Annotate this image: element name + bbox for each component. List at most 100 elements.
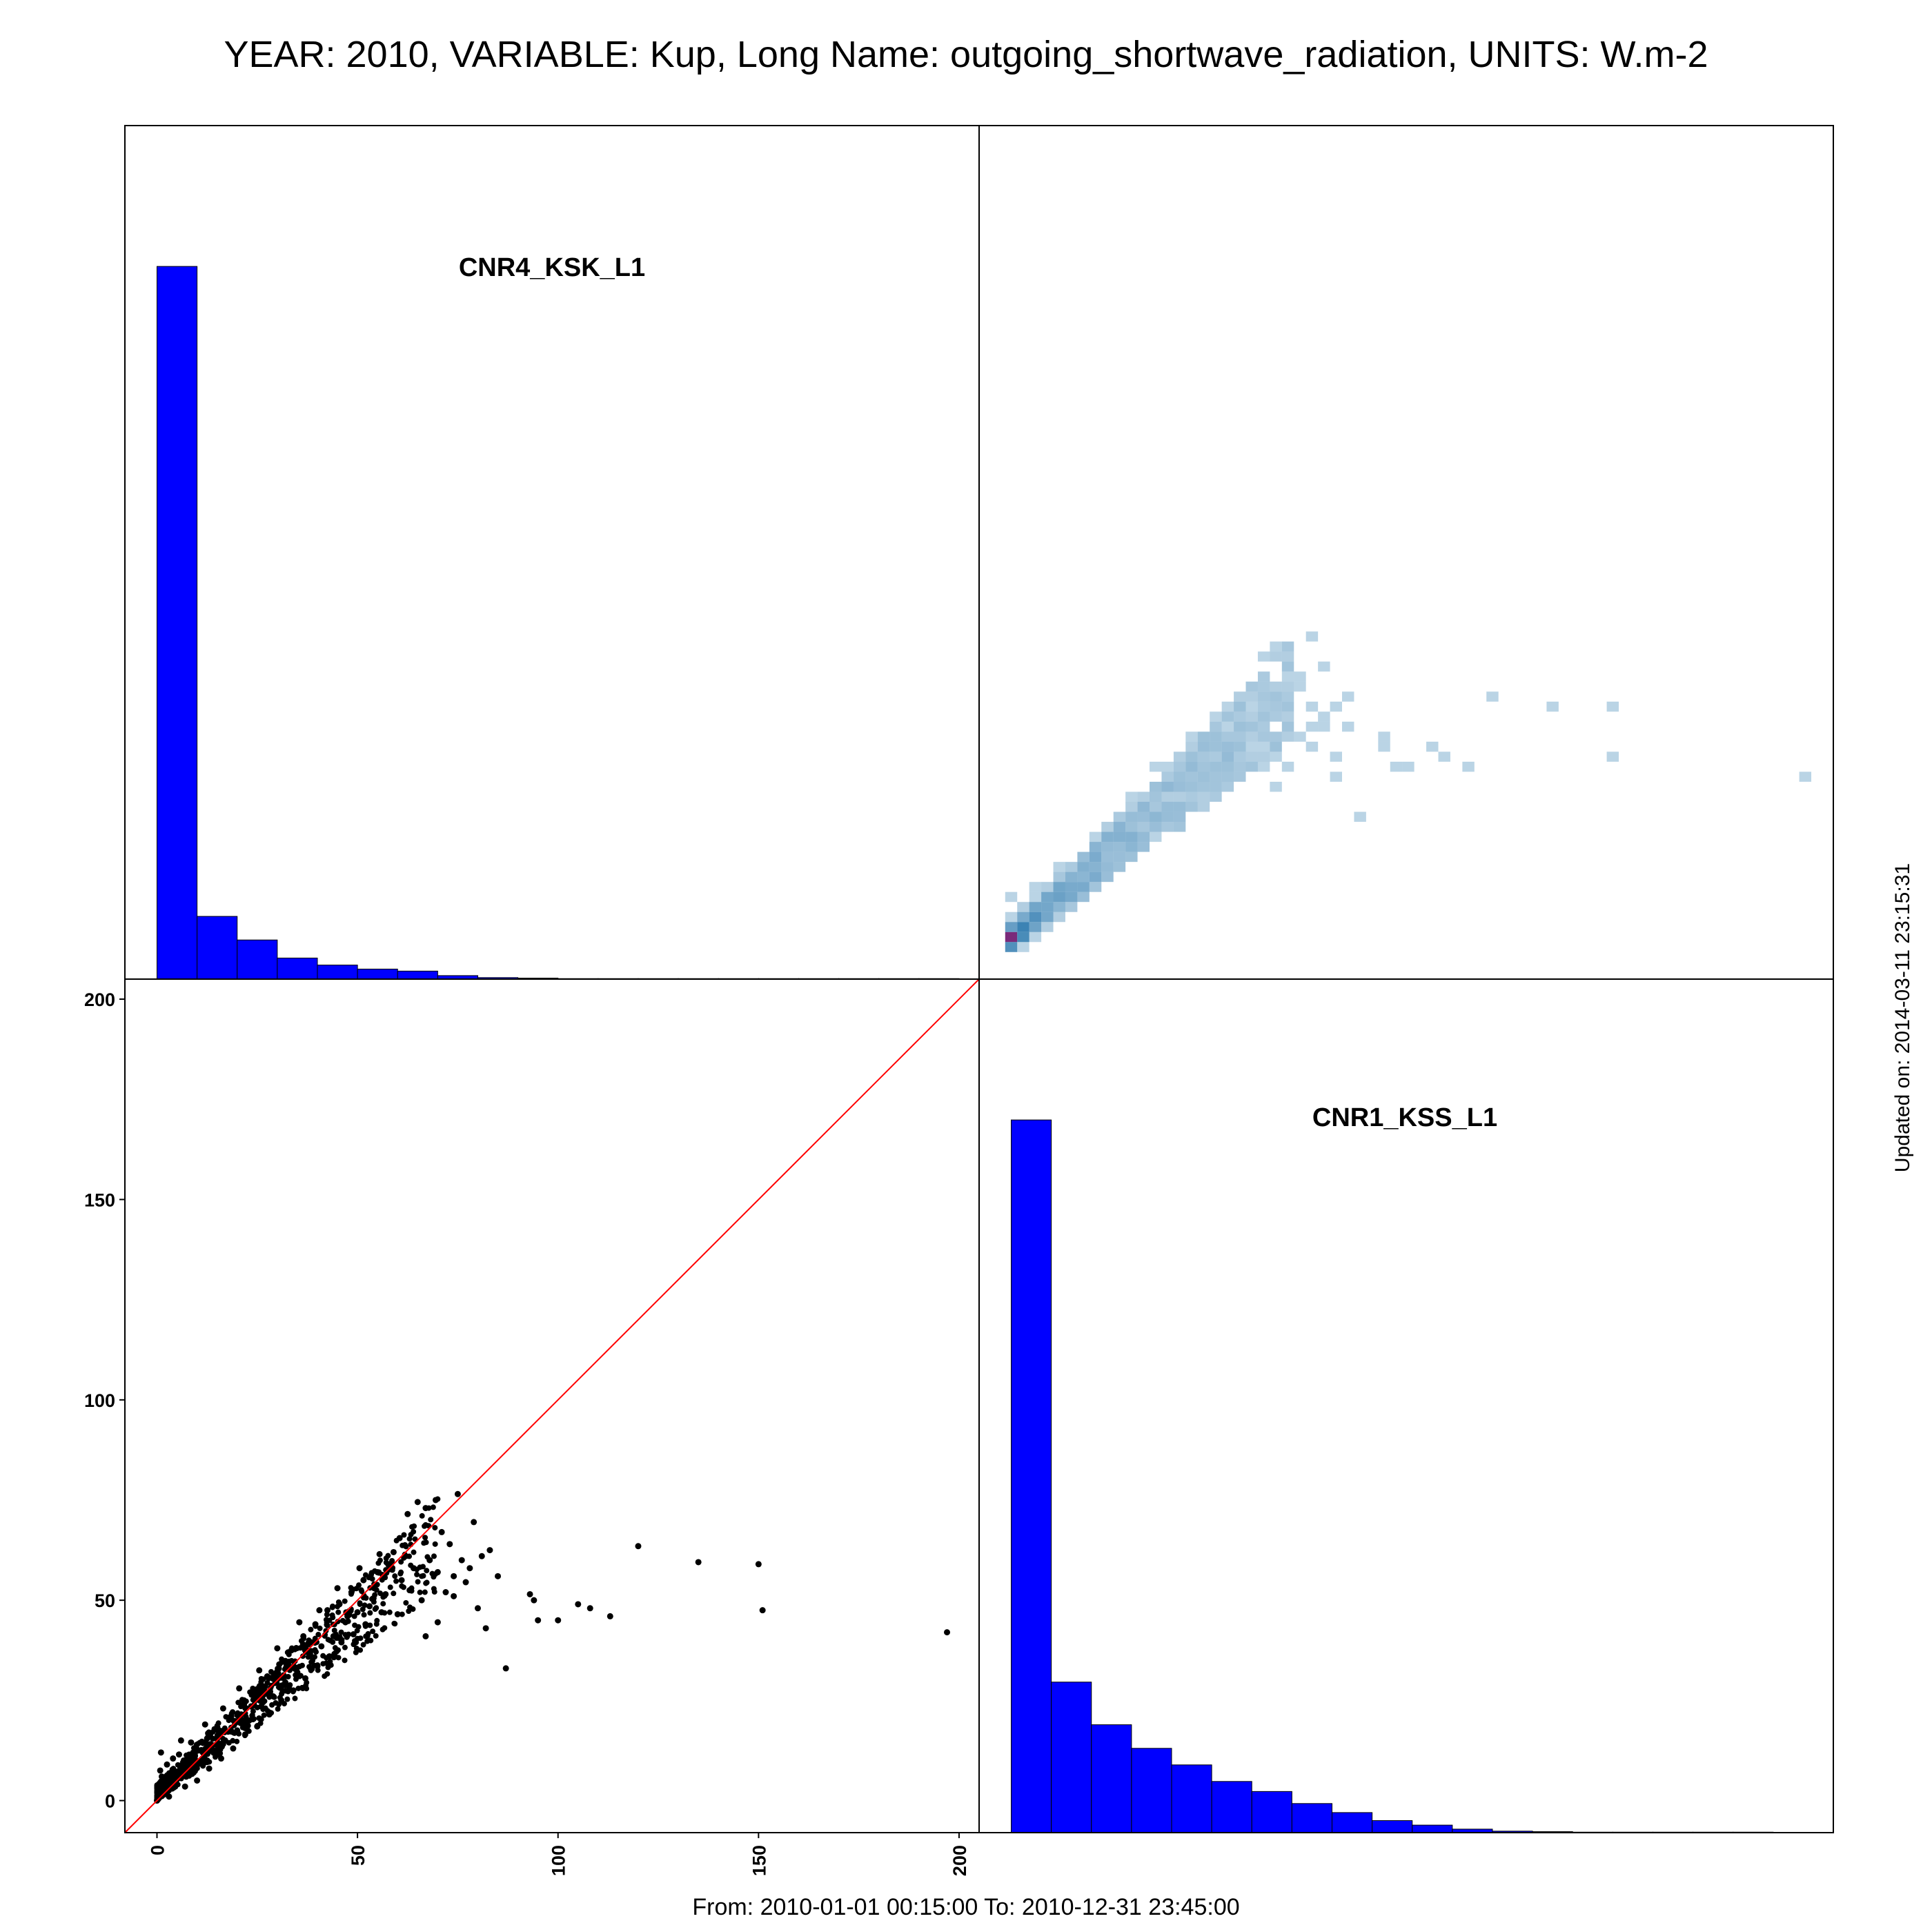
scatter-point xyxy=(279,1688,286,1695)
scatter-point xyxy=(403,1544,409,1550)
density-cell xyxy=(1197,741,1210,752)
scatter-point xyxy=(398,1559,404,1565)
scatter-point xyxy=(486,1547,493,1554)
density-cell xyxy=(1257,751,1270,762)
density-cell xyxy=(1305,741,1319,752)
density-cell xyxy=(1197,781,1210,792)
scatter-point xyxy=(399,1611,405,1617)
scatter-point xyxy=(330,1615,336,1621)
density-cell xyxy=(1113,822,1126,832)
scatter-point xyxy=(422,1535,428,1541)
scatter-point xyxy=(330,1603,336,1609)
density-cell xyxy=(1330,701,1343,712)
density-cell xyxy=(1077,851,1090,862)
scatter-point xyxy=(495,1573,502,1579)
scatter-point xyxy=(411,1549,417,1555)
density-cell xyxy=(1101,862,1114,872)
scatter-point xyxy=(200,1740,206,1746)
scatter-point xyxy=(424,1568,430,1574)
scatter-point xyxy=(215,1720,221,1726)
density-cell xyxy=(1305,631,1319,642)
density-cell xyxy=(1294,731,1306,742)
density-cell xyxy=(1173,751,1186,762)
density-cell xyxy=(1270,651,1282,662)
density-cell xyxy=(1342,691,1354,702)
scatter-point xyxy=(256,1667,263,1674)
density-cell xyxy=(1210,741,1222,752)
scatter-point xyxy=(362,1623,368,1629)
density-cell xyxy=(1281,701,1294,712)
scatter-point xyxy=(221,1725,228,1731)
density-cell xyxy=(1257,761,1270,772)
density-cell xyxy=(1270,691,1282,702)
scatter-point xyxy=(179,1765,185,1771)
density-cell xyxy=(1210,761,1222,772)
scatter-point xyxy=(345,1618,351,1624)
density-cell xyxy=(1197,731,1210,742)
scatter-point xyxy=(406,1608,412,1615)
scatter-point xyxy=(342,1657,348,1664)
scatter-point xyxy=(260,1706,266,1713)
y-tick-label: 50 xyxy=(95,1590,115,1611)
panel-bottom-left-scatter xyxy=(124,978,980,1833)
histogram-bar xyxy=(1010,1119,1052,1833)
density-cell xyxy=(1197,761,1210,772)
scatter-point xyxy=(312,1622,318,1628)
density-cell xyxy=(1221,731,1234,742)
scatter-point xyxy=(373,1605,379,1611)
density-cell xyxy=(1041,891,1054,903)
histogram-bars-var2 xyxy=(1010,1119,1774,1833)
histogram-bar xyxy=(1291,1803,1332,1833)
scatter-point xyxy=(366,1603,373,1610)
density-cell xyxy=(1101,831,1114,842)
histogram-bar xyxy=(357,968,398,980)
scatter-point xyxy=(422,1523,428,1529)
density-cell xyxy=(1210,771,1222,782)
scatter-point xyxy=(607,1613,613,1619)
scatter-point xyxy=(462,1579,469,1586)
scatter-point xyxy=(324,1607,331,1614)
density-cell xyxy=(1161,822,1174,832)
scatter-point xyxy=(334,1585,341,1592)
density-cell xyxy=(1005,922,1018,932)
scatter-point xyxy=(458,1557,465,1564)
scatter-point xyxy=(426,1505,432,1511)
scatter-point xyxy=(382,1610,388,1616)
scatter-point xyxy=(315,1662,321,1668)
scatter-point xyxy=(451,1573,457,1579)
histogram-bar xyxy=(237,939,278,980)
scatter-point xyxy=(695,1559,702,1566)
scatter-point xyxy=(414,1499,421,1506)
scatter-point xyxy=(331,1650,337,1657)
density-cell xyxy=(1017,942,1029,952)
scatter-point xyxy=(190,1745,197,1751)
scatter-point xyxy=(398,1569,404,1575)
scatter-point xyxy=(338,1629,344,1635)
density-cell xyxy=(1270,741,1282,752)
density-cell xyxy=(1221,711,1234,722)
scatter-point xyxy=(293,1644,299,1650)
density-cell xyxy=(1234,751,1246,762)
density-cell xyxy=(1053,911,1065,923)
density-cell xyxy=(1113,862,1126,872)
scatter-point xyxy=(315,1631,322,1637)
density-cell xyxy=(1402,761,1414,772)
density-cell xyxy=(1077,891,1090,903)
density-cell xyxy=(1257,701,1270,712)
scatter-point xyxy=(403,1599,409,1606)
density-cell xyxy=(1053,871,1065,883)
density-cell xyxy=(1221,741,1234,752)
scatter-point xyxy=(164,1772,170,1778)
scatter-point xyxy=(157,1767,164,1774)
scatter-point xyxy=(411,1523,417,1529)
scatter-point xyxy=(377,1590,384,1597)
scatter-point xyxy=(260,1676,266,1682)
scatter-point xyxy=(362,1602,368,1608)
scatter-point xyxy=(424,1579,430,1586)
scatter-point xyxy=(312,1654,318,1660)
scatter-point xyxy=(394,1610,401,1617)
density-cell xyxy=(1150,791,1162,802)
density-cell xyxy=(1221,721,1234,732)
scatter-point xyxy=(255,1695,262,1701)
scatter-point xyxy=(295,1685,302,1691)
